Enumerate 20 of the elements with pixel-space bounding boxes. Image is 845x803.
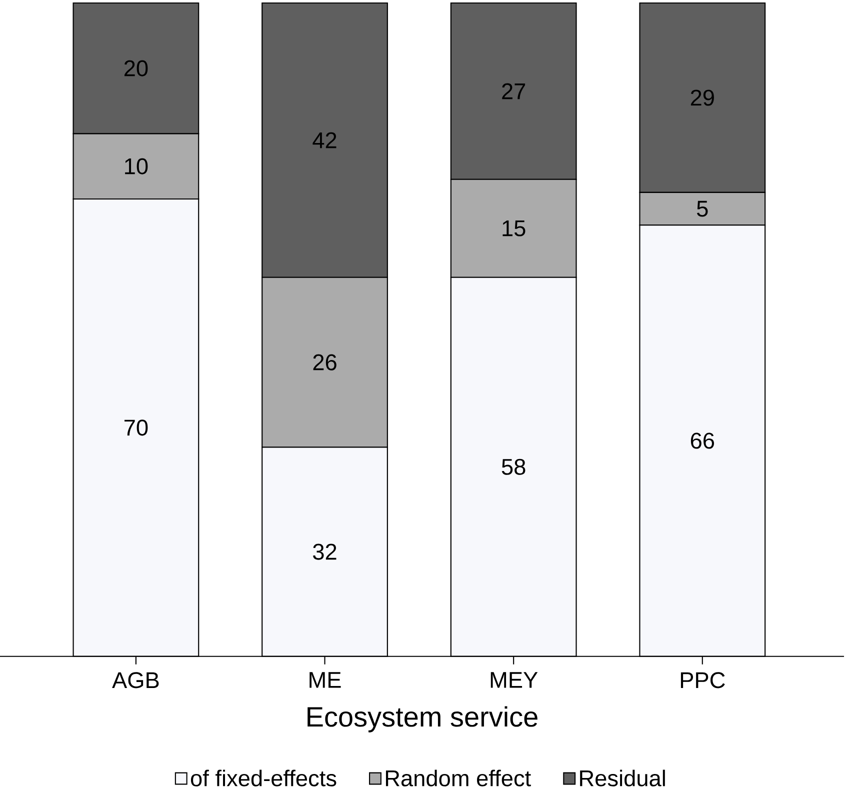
data-label: 20	[124, 60, 148, 76]
data-label: 70	[124, 420, 148, 436]
legend-label: of fixed-effects	[190, 770, 336, 786]
legend-label: Residual	[580, 770, 665, 786]
data-label: 5	[696, 200, 708, 217]
x-tick-label: ME	[310, 672, 341, 688]
x-axis-title: Ecosystem service	[308, 706, 538, 732]
x-tick-label: PPC	[680, 672, 725, 688]
data-label: 66	[690, 432, 714, 449]
x-tick-label: AGB	[112, 672, 159, 688]
data-label: 32	[313, 544, 336, 560]
data-label: 29	[690, 90, 714, 106]
x-tick-label: MEY	[490, 672, 538, 688]
data-label: 42	[312, 132, 336, 148]
data-label: 15	[502, 220, 526, 236]
data-label: 27	[502, 83, 526, 100]
data-label: 58	[502, 458, 526, 475]
legend-label: Random effect	[386, 770, 531, 786]
data-label: 10	[125, 158, 148, 174]
data-label: 26	[313, 354, 336, 370]
